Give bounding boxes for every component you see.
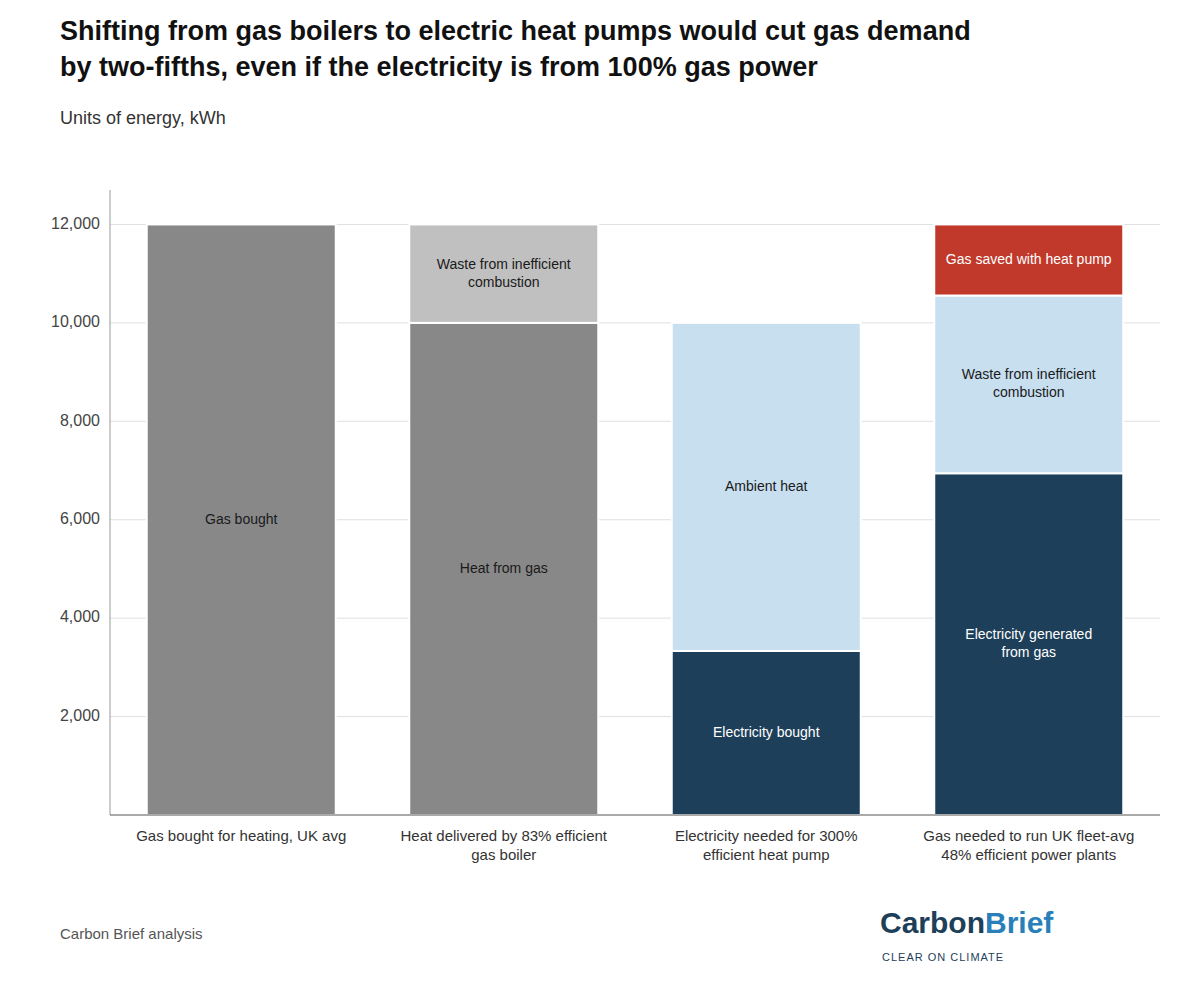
bar-segment — [147, 224, 336, 815]
text-line: Electricity generated — [965, 626, 1092, 642]
text-line: Heat delivered by 83% efficient — [400, 827, 607, 844]
y-tick-label: 2,000 — [60, 707, 100, 724]
segment-labels: Gas bought Heat from gas Electricity bough… — [205, 251, 1112, 740]
segment-label: Waste from inefficient combustion — [437, 255, 571, 289]
brand: CarbonBrief — [880, 906, 1054, 939]
text-line: gas boiler — [471, 846, 536, 863]
background — [0, 0, 1200, 983]
bar-segment — [934, 296, 1123, 474]
segment-label: Gas saved with heat pump — [946, 251, 1112, 267]
brand-word: Brief — [985, 906, 1054, 939]
segment-label: Ambient heat — [725, 478, 808, 494]
text-line: 48% efficient power plants — [941, 846, 1116, 863]
brand-word: Carbon — [880, 906, 985, 939]
y-tick-label: 6,000 — [60, 510, 100, 527]
text-line: Gas saved with heat pump — [946, 251, 1112, 267]
text-line: combustion — [468, 273, 540, 289]
text-line: Gas bought — [205, 510, 277, 526]
bar-segment — [409, 323, 598, 815]
text-line: Waste from inefficient — [437, 255, 571, 271]
x-axis-line — [110, 815, 1160, 816]
text-line: by two-fifths, even if the electricity i… — [60, 52, 818, 82]
text-line: combustion — [993, 384, 1065, 400]
y-tick-label: 8,000 — [60, 412, 100, 429]
text-line: Heat from gas — [460, 560, 548, 576]
y-tick-label: 4,000 — [60, 608, 100, 625]
footer: Carbon Brief analysis — [60, 925, 203, 942]
y-tick-label: 10,000 — [51, 313, 100, 330]
text-line: Electricity bought — [713, 724, 820, 740]
x-tick-label: Heat delivered by 83% efficient gas boile… — [400, 827, 607, 863]
segment-label: Waste from inefficient combustion — [962, 366, 1096, 400]
bar-segment — [672, 323, 861, 651]
text-line: Shifting from gas boilers to electric he… — [60, 16, 971, 46]
x-tick-label: Gas needed to run UK fleet-avg 48% effici… — [923, 827, 1134, 863]
y-tick-label: 12,000 — [51, 215, 100, 232]
bar-segment — [934, 473, 1123, 815]
bar-segment — [934, 224, 1123, 295]
bars — [147, 224, 1124, 815]
bar-segment — [672, 651, 861, 815]
title: Shifting from gas boilers to electric he… — [60, 16, 971, 82]
x-tick-label: Electricity needed for 300% efficient hea… — [675, 827, 858, 863]
subtitle: Units of energy, kWh — [60, 108, 226, 128]
text-line: from gas — [1002, 644, 1056, 660]
segment-label: Gas bought — [205, 510, 277, 526]
x-tick-label: Gas bought for heating, UK avg — [136, 827, 346, 844]
segment-label: Electricity bought — [713, 724, 820, 740]
segment-label: Heat from gas — [460, 560, 548, 576]
text-line: Waste from inefficient — [962, 366, 1096, 382]
text-line: Gas bought for heating, UK avg — [136, 827, 346, 844]
bar-segment — [409, 224, 598, 322]
chart: Shifting from gas boilers to electric he… — [0, 0, 1200, 983]
brand-tagline: CLEAR ON CLIMATE — [882, 951, 1004, 963]
y-axis-line — [110, 190, 111, 815]
text-line: efficient heat pump — [703, 846, 829, 863]
text-line: Ambient heat — [725, 478, 808, 494]
text-line: Gas needed to run UK fleet-avg — [923, 827, 1134, 844]
text-line: Electricity needed for 300% — [675, 827, 858, 844]
segment-label: Electricity generated from gas — [965, 626, 1092, 660]
